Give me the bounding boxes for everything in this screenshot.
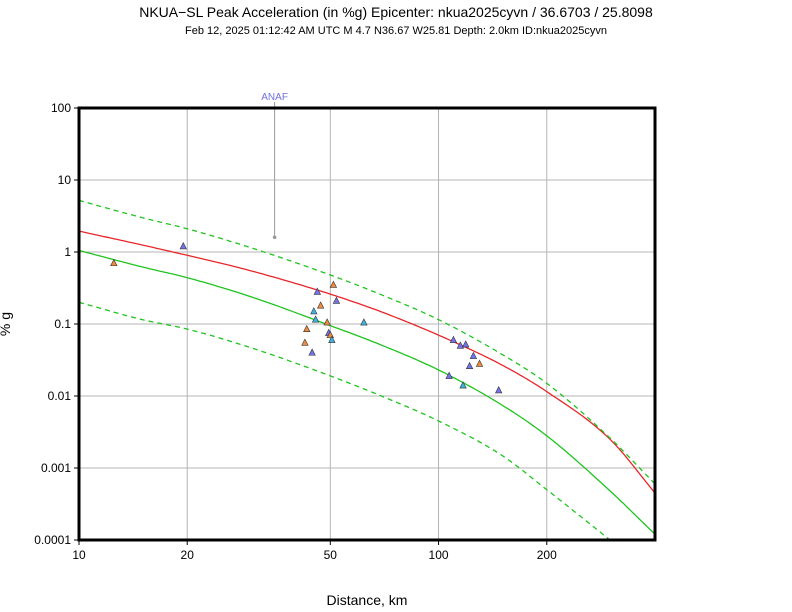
station-triangle — [313, 287, 321, 295]
y-tick-label: 0.01 — [48, 389, 72, 403]
station-triangle — [456, 341, 465, 349]
station-triangle — [323, 318, 331, 326]
station-triangle — [469, 351, 478, 359]
station-triangle — [459, 381, 467, 389]
x-tick-label: 200 — [537, 548, 557, 562]
y-tick-label: 10 — [58, 173, 72, 187]
tick-labels: 10 20 50 100 200 0.0001 0.001 0.01 0.1 1 10 100 — [34, 101, 557, 562]
station-triangle — [360, 318, 368, 326]
y-tick-label: 0.1 — [54, 317, 71, 331]
chart-title: NKUA−SL Peak Acceleration (in %g) Epicen… — [139, 4, 653, 20]
flagged-station-marker — [272, 235, 277, 240]
y-axis-label: % g — [0, 312, 13, 336]
y-tick-label: 0.0001 — [34, 533, 71, 547]
station-triangle — [303, 324, 311, 332]
station-triangle — [332, 296, 341, 304]
station-triangle — [462, 340, 470, 348]
station-triangle — [465, 361, 474, 370]
station-triangle — [445, 371, 453, 379]
station-triangle — [329, 280, 338, 288]
curves — [79, 199, 655, 540]
grid — [78, 107, 655, 541]
station-triangle — [179, 242, 187, 250]
curve-fit — [79, 249, 655, 535]
x-tick-label: 20 — [181, 548, 195, 562]
curve-fit-upper — [79, 199, 655, 485]
x-tick-label: 50 — [324, 548, 338, 562]
station-triangle — [308, 348, 316, 356]
flagged-station-label: ANAF — [261, 92, 288, 103]
station-triangle — [310, 307, 318, 315]
chart-subtitle: Feb 12, 2025 01:12:42 AM UTC M 4.7 N36.6… — [185, 25, 607, 37]
y-tick-label: 0.001 — [41, 461, 71, 475]
curve-fit-lower — [79, 301, 611, 540]
station-triangle — [110, 258, 118, 267]
x-tick-label: 10 — [72, 548, 86, 562]
y-tick-label: 100 — [51, 101, 71, 115]
x-axis-label: Distance, km — [327, 592, 408, 608]
y-tick-label: 1 — [64, 245, 71, 259]
stations — [110, 242, 503, 394]
curve-median — [79, 230, 655, 494]
station-triangle — [475, 359, 484, 367]
station-triangle — [316, 301, 325, 309]
station-triangle — [301, 338, 309, 346]
station-triangle — [328, 335, 336, 343]
flagged-stations: ANAF — [261, 92, 288, 240]
station-triangle — [495, 386, 503, 394]
x-tick-label: 100 — [429, 548, 449, 562]
station-triangle — [449, 335, 458, 343]
station-triangle — [311, 315, 320, 323]
